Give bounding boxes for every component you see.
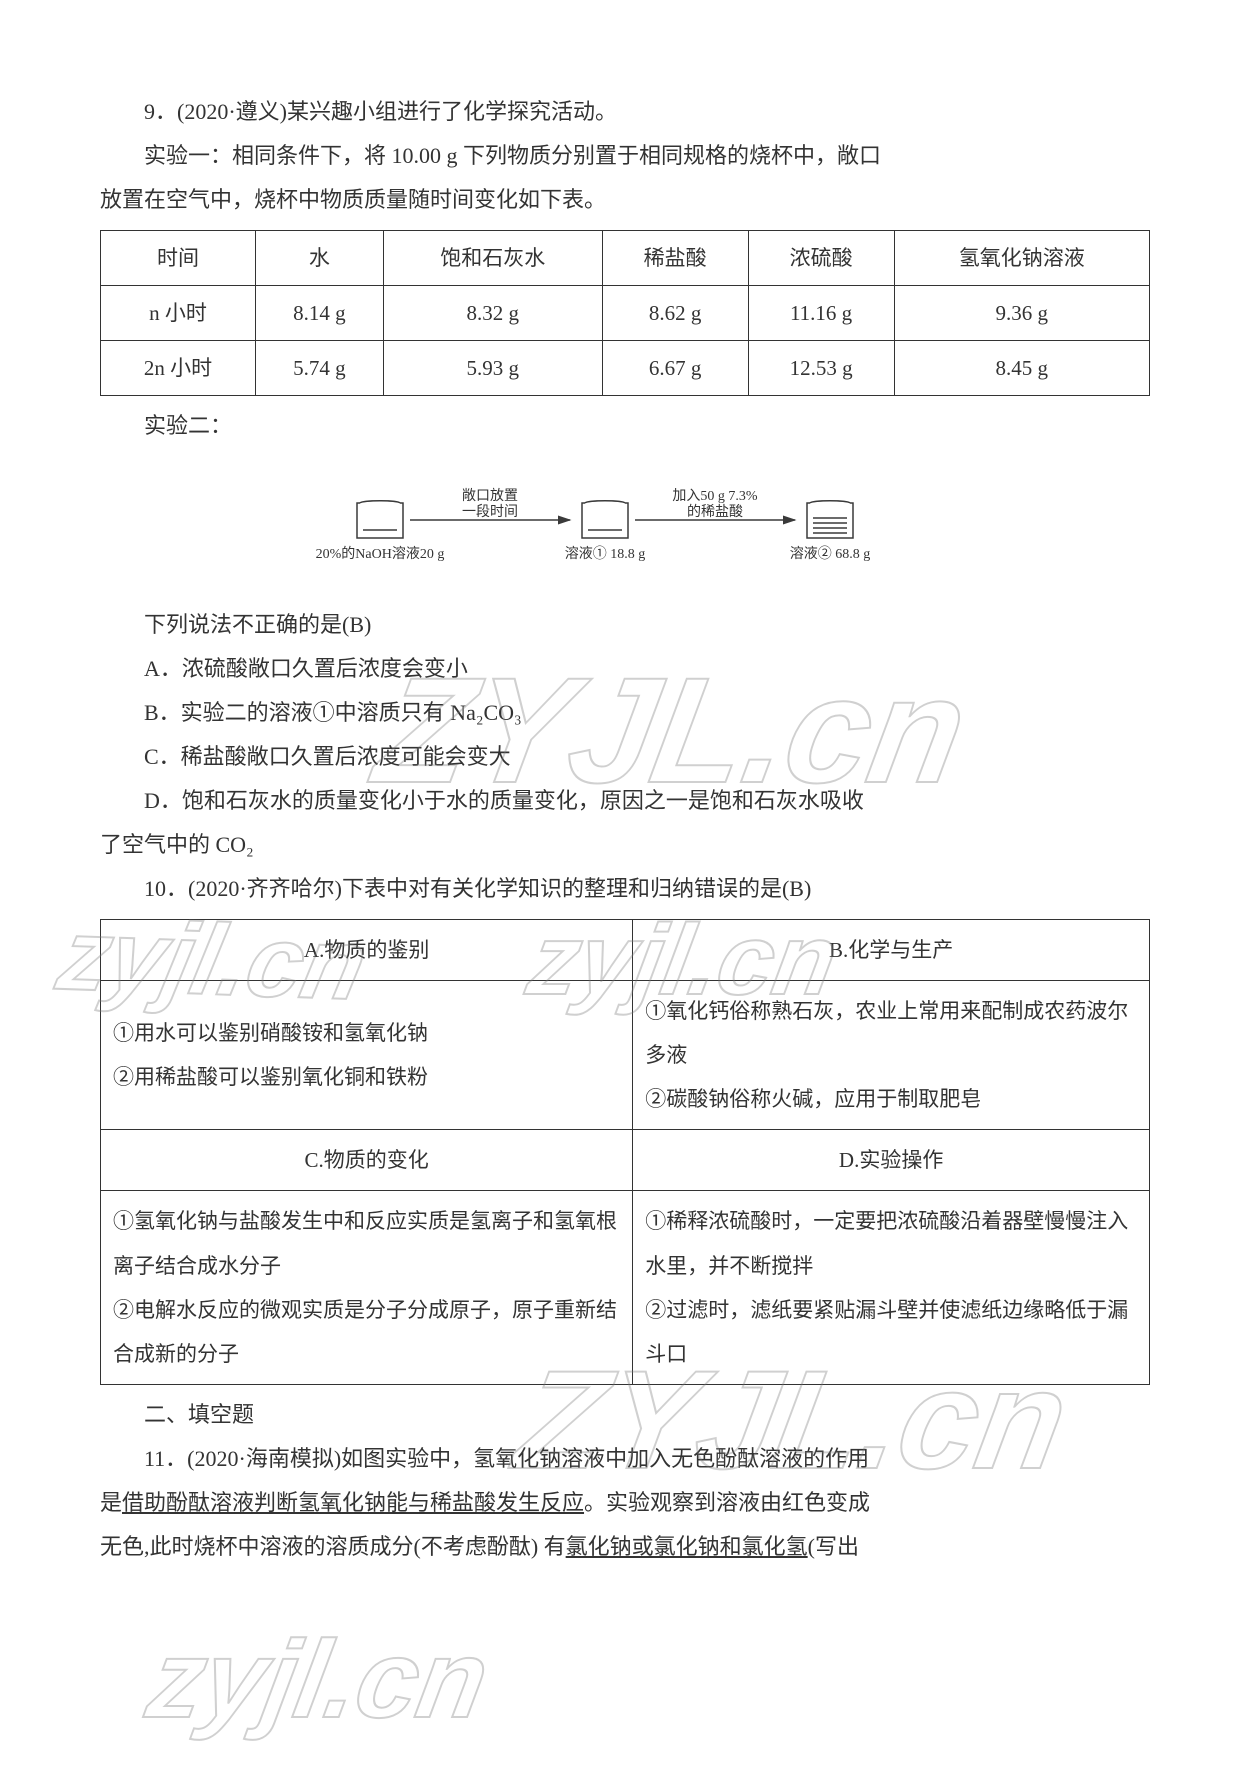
table-row: A.物质的鉴别 B.化学与生产 (101, 920, 1150, 981)
cell: 2n 小时 (101, 341, 256, 396)
q9-diagram: 20%的NaOH溶液20 g 敞口放置 一段时间 溶液① 18.8 g 加入50… (100, 458, 1150, 593)
cell: 水 (256, 231, 384, 286)
table-row: C.物质的变化 D.实验操作 (101, 1130, 1150, 1191)
cell: 5.74 g (256, 341, 384, 396)
cell: 8.45 g (894, 341, 1149, 396)
q9-stem: 下列说法不正确的是(B) (100, 603, 1150, 647)
cell: 5.93 g (383, 341, 602, 396)
text: 。实验观察到溶液由红色变成 (584, 1490, 870, 1515)
cell: 稀盐酸 (602, 231, 748, 286)
beaker-icon (807, 501, 853, 538)
table-row: ①用水可以鉴别硝酸铵和氢氧化钠 ②用稀盐酸可以鉴别氧化铜和铁粉 ①氧化钙俗称熟石… (101, 981, 1150, 1130)
beaker-label: 溶液① 18.8 g (565, 546, 646, 562)
watermark: zyjl.cn (131, 1570, 506, 1790)
table-row: 时间 水 饱和石灰水 稀盐酸 浓硫酸 氢氧化钠溶液 (101, 231, 1150, 286)
text: 是 (100, 1490, 122, 1515)
cell: 浓硫酸 (748, 231, 894, 286)
cell: 6.67 g (602, 341, 748, 396)
arrow-label: 加入50 g 7.3% (672, 488, 757, 504)
arrow-label: 的稀盐酸 (687, 504, 743, 520)
q9-line3: 放置在空气中，烧杯中物质质量随时间变化如下表。 (100, 178, 1150, 222)
cell-B: ①氧化钙俗称熟石灰，农业上常用来配制成农药波尔多液 ②碳酸钠俗称火碱，应用于制取… (633, 981, 1150, 1130)
cell: 8.32 g (383, 286, 602, 341)
cell: n 小时 (101, 286, 256, 341)
cell: 12.53 g (748, 341, 894, 396)
beaker-icon (357, 501, 403, 538)
q9-optD-2: 了空气中的 CO₂ (100, 823, 1150, 867)
cell-A: ①用水可以鉴别硝酸铵和氢氧化钠 ②用稀盐酸可以鉴别氧化铜和铁粉 (101, 981, 633, 1130)
q9-optD-1: D．饱和石灰水的质量变化小于水的质量变化，原因之一是饱和石灰水吸收 (100, 779, 1150, 823)
q9-table1: 时间 水 饱和石灰水 稀盐酸 浓硫酸 氢氧化钠溶液 n 小时 8.14 g 8.… (100, 230, 1150, 396)
cell-headerC: C.物质的变化 (101, 1130, 633, 1191)
section2-title: 二、填空题 (100, 1393, 1150, 1437)
beaker-icon (582, 501, 628, 538)
cell-D: ①稀释浓硫酸时，一定要把浓硫酸沿着器壁慢慢注入水里，并不断搅拌 ②过滤时，滤纸要… (633, 1191, 1150, 1384)
cell: 9.36 g (894, 286, 1149, 341)
q9-line1: 9．(2020·遵义)某兴趣小组进行了化学探究活动。 (100, 90, 1150, 134)
q9-exp2-label: 实验二： (100, 404, 1150, 448)
text: (写出 (808, 1534, 859, 1559)
q10-line1: 10．(2020·齐齐哈尔)下表中对有关化学知识的整理和归纳错误的是(B) (100, 867, 1150, 911)
cell-C: ①氢氧化钠与盐酸发生中和反应实质是氢离子和氢氧根离子结合成水分子 ②电解水反应的… (101, 1191, 633, 1384)
beaker-label: 20%的NaOH溶液20 g (316, 546, 445, 562)
arrow-label: 一段时间 (462, 504, 518, 520)
cell-headerD: D.实验操作 (633, 1130, 1150, 1191)
cell: 氢氧化钠溶液 (894, 231, 1149, 286)
q11-line2: 是借助酚酞溶液判断氢氧化钠能与稀盐酸发生反应。实验观察到溶液由红色变成 (100, 1481, 1150, 1525)
q10-table2: A.物质的鉴别 B.化学与生产 ①用水可以鉴别硝酸铵和氢氧化钠 ②用稀盐酸可以鉴… (100, 919, 1150, 1385)
arrow-label: 敞口放置 (462, 488, 518, 504)
text: 无色,此时烧杯中溶液的溶质成分(不考虑酚酞) 有 (100, 1534, 566, 1559)
q9-optB: B．实验二的溶液①中溶质只有 Na₂CO₃ (100, 691, 1150, 735)
cell: 8.62 g (602, 286, 748, 341)
table-row: n 小时 8.14 g 8.32 g 8.62 g 11.16 g 9.36 g (101, 286, 1150, 341)
table-row: ①氢氧化钠与盐酸发生中和反应实质是氢离子和氢氧根离子结合成水分子 ②电解水反应的… (101, 1191, 1150, 1384)
document-page: ZYJL.cn zyjl.cn zyjl.cn ZYJL.cn zyjl.cn … (0, 0, 1250, 1629)
cell-headerA: A.物质的鉴别 (101, 920, 633, 981)
table-row: 2n 小时 5.74 g 5.93 g 6.67 g 12.53 g 8.45 … (101, 341, 1150, 396)
q11-line3: 无色,此时烧杯中溶液的溶质成分(不考虑酚酞) 有氯化钠或氯化钠和氯化氢(写出 (100, 1525, 1150, 1569)
cell: 11.16 g (748, 286, 894, 341)
q11-line1: 11．(2020·海南模拟)如图实验中，氢氧化钠溶液中加入无色酚酞溶液的作用 (100, 1437, 1150, 1481)
answer-underline: 借助酚酞溶液判断氢氧化钠能与稀盐酸发生反应 (122, 1490, 584, 1515)
flow-svg: 20%的NaOH溶液20 g 敞口放置 一段时间 溶液① 18.8 g 加入50… (285, 458, 965, 578)
answer-underline: 氯化钠或氯化钠和氯化氢 (566, 1534, 808, 1559)
q9-optC: C．稀盐酸敞口久置后浓度可能会变大 (100, 735, 1150, 779)
q9-optA: A．浓硫酸敞口久置后浓度会变小 (100, 647, 1150, 691)
beaker-label: 溶液② 68.8 g (790, 546, 871, 562)
cell: 饱和石灰水 (383, 231, 602, 286)
q9-line2: 实验一：相同条件下，将 10.00 g 下列物质分别置于相同规格的烧杯中，敞口 (100, 134, 1150, 178)
cell: 8.14 g (256, 286, 384, 341)
cell: 时间 (101, 231, 256, 286)
cell-headerB: B.化学与生产 (633, 920, 1150, 981)
